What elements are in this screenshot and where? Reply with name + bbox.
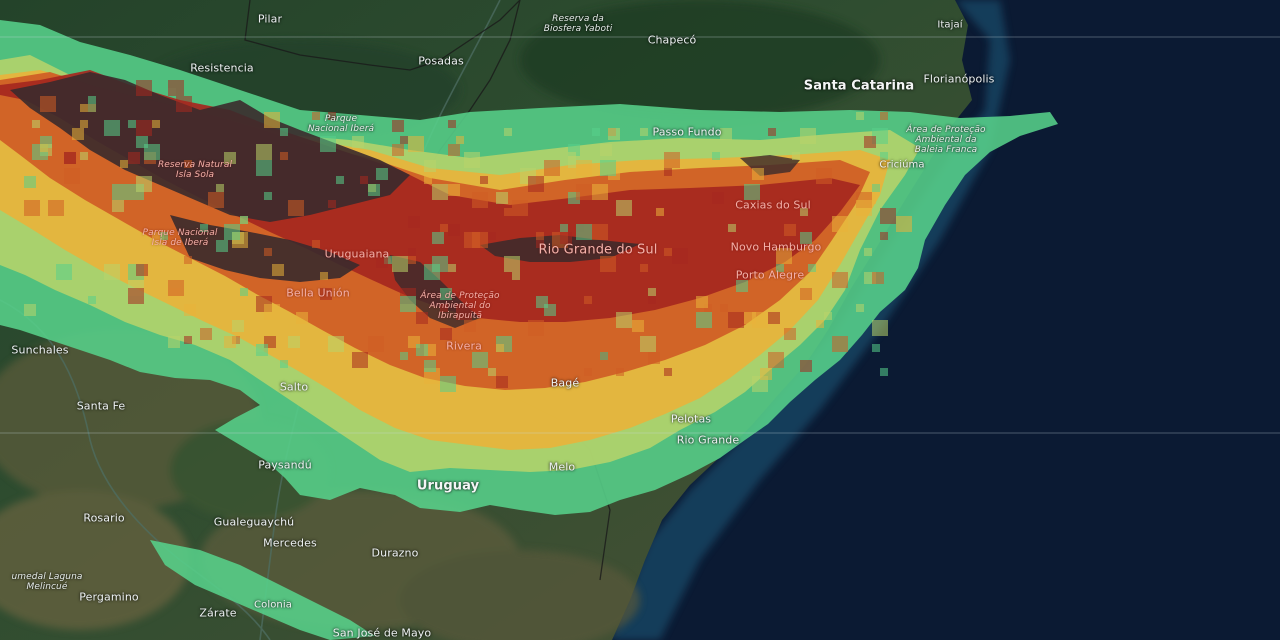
- rain-band-light-tail: [150, 540, 375, 640]
- rainfall-pixel-texture: [24, 80, 912, 392]
- coastal-shelf: [610, 0, 1010, 640]
- rain-band-extreme-3: [480, 235, 640, 262]
- rainfall-overlay: [0, 20, 1058, 640]
- rain-band-extreme: [10, 72, 410, 222]
